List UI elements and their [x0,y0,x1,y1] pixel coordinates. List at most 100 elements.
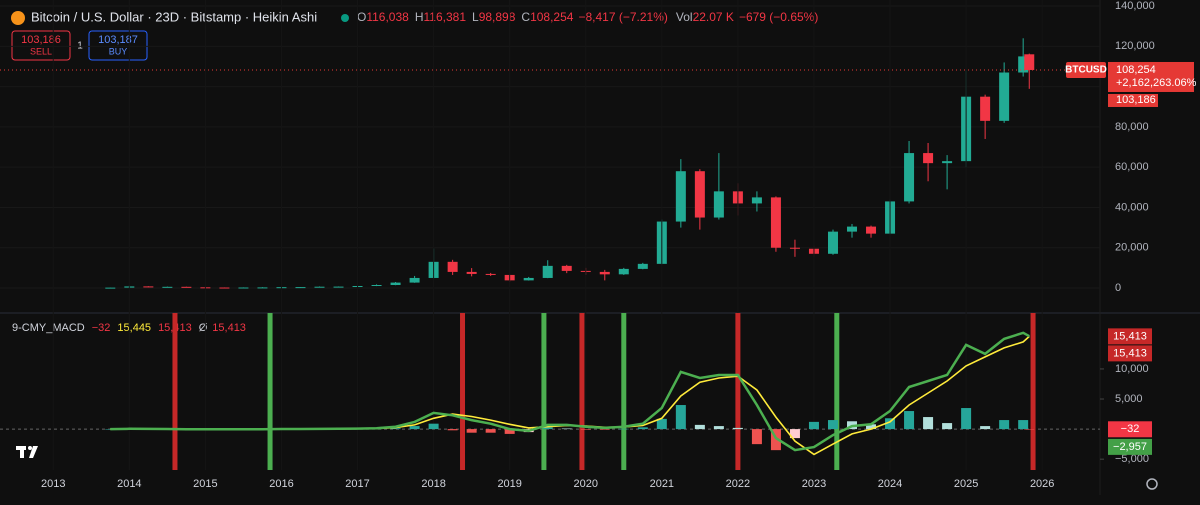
histogram-bar [885,418,896,430]
candle-body [923,153,934,164]
candle-body [675,171,686,222]
histogram-bar [485,429,496,433]
histogram-bar [999,420,1010,430]
tradingview-logo [16,446,38,458]
candle-body [751,197,762,204]
candle-body [143,286,154,288]
histogram-bar [751,429,762,445]
legend-value: −32 [92,322,111,334]
symbol-title: Bitcoin / U.S. Dollar · 23D · Bitstamp ·… [31,9,317,24]
x-tick-label: 2024 [878,478,902,490]
histogram-bar [904,411,915,430]
x-tick-label: 2021 [650,478,674,490]
symbol-tag [1066,61,1106,78]
y-tick-label: 0 [1115,282,1121,294]
candle-body [314,286,325,288]
y-tick-label: 10,000 [1115,363,1149,375]
sell-button[interactable] [11,30,71,61]
macd-line [110,331,1030,452]
y-tick-label: 20,000 [1115,242,1149,254]
histogram-bar [675,405,686,430]
value-tag-label: −2,957 [1113,441,1147,453]
ohlc-value: 98,898 [479,10,516,24]
histogram-bar [466,429,477,433]
candle-body [105,287,116,289]
histogram-bar [409,426,420,430]
histogram-bar [561,428,572,430]
candle-body [466,271,477,274]
sell-signal [460,313,466,470]
price-tag-label: 108,254 [1116,64,1156,76]
histogram-bar [656,418,667,430]
value-tag-label: 15,413 [1113,347,1147,359]
sell-signal [1030,313,1036,470]
bitcoin-icon [11,11,25,25]
y-tick-label: −5,000 [1115,453,1149,465]
ohlc-key: O [357,10,366,24]
histogram-bar [808,421,819,430]
ohlc-legend: O116,038 H116,381 L98,898 C108,254 −8,417 (−… [357,10,818,24]
x-tick-label: 2015 [193,478,217,490]
histogram-bar [942,423,953,430]
candle-body [333,286,344,288]
bid-tag [1108,93,1158,107]
histogram-bar [732,427,743,430]
y-tick-label: 60,000 [1115,161,1149,173]
x-tick-label: 2020 [574,478,598,490]
candle-body [847,226,858,232]
settings-icon[interactable] [1146,478,1158,490]
histogram-bar [827,420,838,430]
x-tick-label: 2025 [954,478,978,490]
candle-body [694,171,705,218]
ohlc-value: 116,038 [366,10,409,24]
ohlc-value: 116,381 [424,10,467,24]
legend-value: 15,445 [117,322,151,334]
ohlc-key: C [521,10,530,24]
change: −8,417 (−7.21%) [578,10,667,24]
y-tick-label: 5,000 [1115,393,1143,405]
sell-label: SELL [30,46,52,56]
x-tick-label: 2026 [1030,478,1054,490]
value-tag [1108,345,1152,362]
histogram-bar [637,427,648,430]
x-tick-label: 2022 [726,478,750,490]
x-tick-label: 2016 [269,478,293,490]
candle-body [980,96,991,121]
value-tag [1108,421,1152,438]
histogram-bar [618,428,629,430]
candle-body [257,287,268,289]
histogram-bar [599,429,610,430]
x-tick-label: 2013 [41,478,65,490]
x-tick-label: 2014 [117,478,141,490]
candle-body [599,271,610,275]
price-tag-change: +2,162,263.06% [1116,77,1197,89]
value-tag-label: 15,413 [1113,330,1147,342]
histogram-bar [1018,420,1029,430]
volume-key: Vol [676,10,693,24]
histogram-bar [770,429,781,451]
histogram-bar [713,426,724,430]
candle-body [1024,54,1035,70]
candle-body [770,197,781,248]
candle-body [409,277,420,283]
candle-body [789,247,800,249]
x-tick-label: 2019 [497,478,521,490]
buy-signal [834,313,840,470]
ohlc-key: L [472,10,479,24]
buy-signal [541,313,547,470]
histogram-bar [1024,429,1035,430]
candle-body [447,261,458,272]
buy-label: BUY [109,46,128,56]
candle-body [371,285,382,287]
volume-change: −679 (−0.65%) [739,10,818,24]
buy-button[interactable] [88,30,148,61]
x-tick-label: 2023 [802,478,826,490]
symbol-tag-label: BTCUSD [1065,65,1107,76]
candle-body [295,287,306,289]
candle-body [827,231,838,254]
candle-body [942,161,953,164]
market-status[interactable] [341,14,349,22]
y-tick-label: 40,000 [1115,201,1149,213]
histogram-bar [580,429,591,430]
